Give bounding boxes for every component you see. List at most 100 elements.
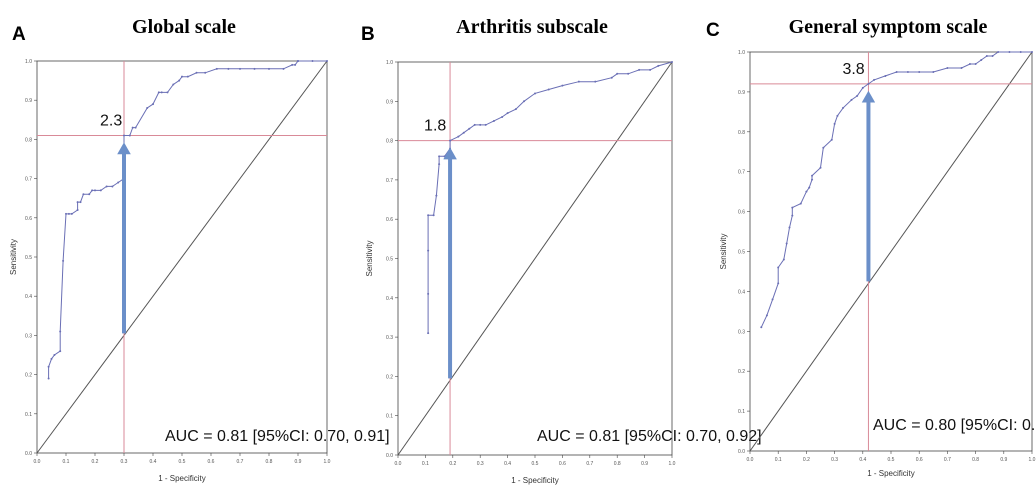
x-tick-label: 0.7 <box>586 461 593 467</box>
y-tick-label: 0.6 <box>738 210 745 216</box>
roc-curve <box>48 60 327 379</box>
x-tick-label: 0.2 <box>92 459 99 465</box>
roc-point <box>427 332 430 335</box>
x-tick-label: 0.4 <box>859 457 866 463</box>
roc-point <box>791 206 794 209</box>
roc-point <box>777 266 780 269</box>
roc-point <box>1008 51 1011 53</box>
roc-point <box>427 214 430 217</box>
roc-point <box>473 123 476 126</box>
roc-point <box>484 123 487 126</box>
x-tick-label: 0.7 <box>237 459 244 465</box>
roc-point <box>501 116 504 119</box>
roc-point <box>819 166 822 169</box>
auc-annotation: AUC = 0.81 [95%CI: 0.70, 0.92] <box>537 428 762 445</box>
x-tick-label: 0.6 <box>208 459 215 465</box>
roc-point <box>239 67 241 70</box>
roc-point <box>638 68 641 71</box>
roc-point <box>884 74 887 77</box>
roc-point <box>62 259 65 262</box>
roc-point <box>610 76 613 79</box>
roc-point <box>791 214 794 217</box>
roc-point <box>435 194 438 197</box>
y-tick-label: 0.8 <box>386 139 393 145</box>
x-axis-label: 1 - Specificity <box>158 474 206 483</box>
y-tick-label: 0.4 <box>738 289 745 295</box>
roc-point <box>432 214 435 217</box>
roc-point <box>649 68 652 71</box>
roc-point <box>297 60 299 62</box>
panel-b-arthritis-subscale: B Arthritis subscale 0.0 0.1 0.2 0.3 0.4 0.5 0.6… <box>361 16 762 485</box>
roc-point <box>985 54 988 57</box>
y-tick-label: 0.6 <box>25 216 32 222</box>
panel-title: General symptom scale <box>789 16 988 38</box>
roc-point <box>178 79 181 82</box>
roc-point <box>65 212 67 215</box>
roc-point <box>134 126 137 129</box>
roc-point <box>960 66 963 69</box>
roc-point <box>123 134 125 137</box>
roc-point <box>326 60 328 62</box>
roc-point <box>833 122 836 125</box>
roc-point <box>186 75 189 78</box>
roc-point <box>842 106 845 109</box>
roc-point <box>788 226 791 229</box>
auc-annotation: AUC = 0.80 [95%CI: 0.70, 0.91] <box>873 417 1036 434</box>
roc-point <box>856 94 859 97</box>
y-tick-label: 0.9 <box>386 99 393 105</box>
roc-point <box>47 365 50 368</box>
roc-point <box>811 178 814 181</box>
reference-diagonal <box>36 60 328 454</box>
roc-point <box>67 212 70 215</box>
y-tick-label: 0.1 <box>25 412 32 418</box>
roc-point <box>867 82 870 85</box>
roc-curve <box>427 61 673 334</box>
x-tick-label: 0.5 <box>179 459 186 465</box>
roc-point <box>932 70 935 73</box>
x-tick-label: 0.6 <box>916 457 923 463</box>
roc-point <box>59 330 62 333</box>
x-tick-label: 0.8 <box>266 459 273 465</box>
y-tick-label: 0.0 <box>386 453 393 459</box>
y-tick-label: 0.1 <box>738 409 745 415</box>
roc-point <box>268 67 270 70</box>
roc-point <box>291 63 294 66</box>
x-tick-label: 0.6 <box>559 461 566 467</box>
y-tick-label: 1.0 <box>386 60 393 66</box>
roc-point <box>111 185 114 188</box>
roc-point <box>811 174 814 177</box>
roc-point <box>131 126 134 129</box>
y-tick-label: 0.2 <box>738 369 745 375</box>
roc-point <box>1019 51 1022 53</box>
roc-point <box>160 91 163 94</box>
roc-point <box>59 350 62 353</box>
y-axis-label: Sensitivity <box>9 239 18 275</box>
roc-point <box>627 72 630 75</box>
y-tick-label: 0.7 <box>386 178 393 184</box>
y-tick-label: 0.4 <box>25 294 32 300</box>
y-tick-label: 0.7 <box>738 170 745 176</box>
x-tick-label: 0.0 <box>395 461 402 467</box>
y-tick-label: 0.8 <box>738 130 745 136</box>
roc-point <box>152 103 154 106</box>
x-tick-label: 1.0 <box>324 459 331 465</box>
panel-letter: C <box>706 20 720 41</box>
reference-diagonal <box>397 61 673 456</box>
x-tick-label: 0.0 <box>747 457 754 463</box>
roc-point <box>997 51 1000 53</box>
panel-letter: A <box>12 24 26 45</box>
x-tick-label: 0.9 <box>641 461 648 467</box>
panel-title: Global scale <box>132 16 236 38</box>
roc-point <box>946 66 949 69</box>
y-tick-label: 0.6 <box>386 217 393 223</box>
roc-point <box>777 282 780 285</box>
roc-point <box>443 155 446 158</box>
x-tick-label: 0.3 <box>121 459 128 465</box>
roc-point <box>76 208 79 211</box>
x-tick-label: 0.0 <box>34 459 41 465</box>
y-tick-label: 0.9 <box>738 90 745 96</box>
roc-point <box>449 139 452 142</box>
roc-point <box>918 70 921 73</box>
roc-point <box>70 212 73 215</box>
